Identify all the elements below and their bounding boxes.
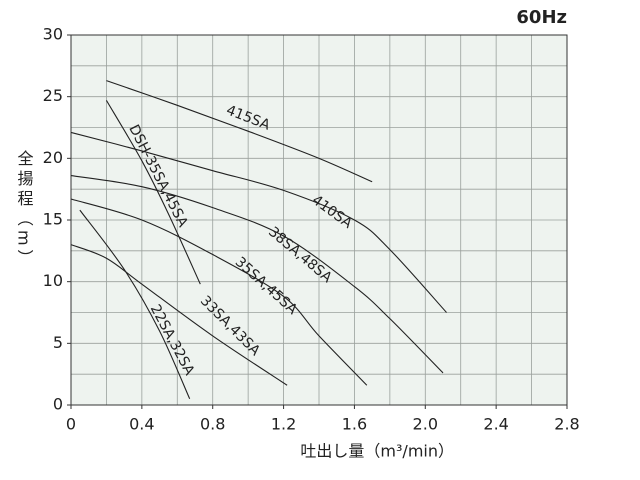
x-tick-label: 1.2 xyxy=(271,415,296,434)
x-tick-label: 2.4 xyxy=(483,415,508,434)
curve xyxy=(105,100,201,285)
y-tick-label: 15 xyxy=(43,210,63,229)
curve xyxy=(70,131,447,313)
curve xyxy=(70,198,368,386)
chart-title: 60Hz xyxy=(516,7,567,28)
y-axis-label: 全揚程（m） xyxy=(15,150,34,270)
curve xyxy=(70,175,444,374)
x-tick-label: 2.0 xyxy=(413,415,438,434)
curve xyxy=(79,209,191,400)
x-tick-label: 0.8 xyxy=(200,415,225,434)
y-tick-label: 5 xyxy=(53,333,63,352)
x-tick-label: 0.4 xyxy=(129,415,154,434)
y-tick-label: 30 xyxy=(43,25,63,44)
x-tick-label: 0 xyxy=(66,415,76,434)
curve xyxy=(70,244,288,386)
y-tick-label: 20 xyxy=(43,148,63,167)
curve xyxy=(106,80,373,183)
x-axis-label: 吐出し量（m³/min） xyxy=(300,442,454,461)
y-tick-label: 25 xyxy=(43,86,63,105)
x-tick-label: 1.6 xyxy=(342,415,367,434)
y-tick-label: 10 xyxy=(43,271,63,290)
y-tick-label: 0 xyxy=(53,395,63,414)
x-tick-label: 2.8 xyxy=(554,415,579,434)
